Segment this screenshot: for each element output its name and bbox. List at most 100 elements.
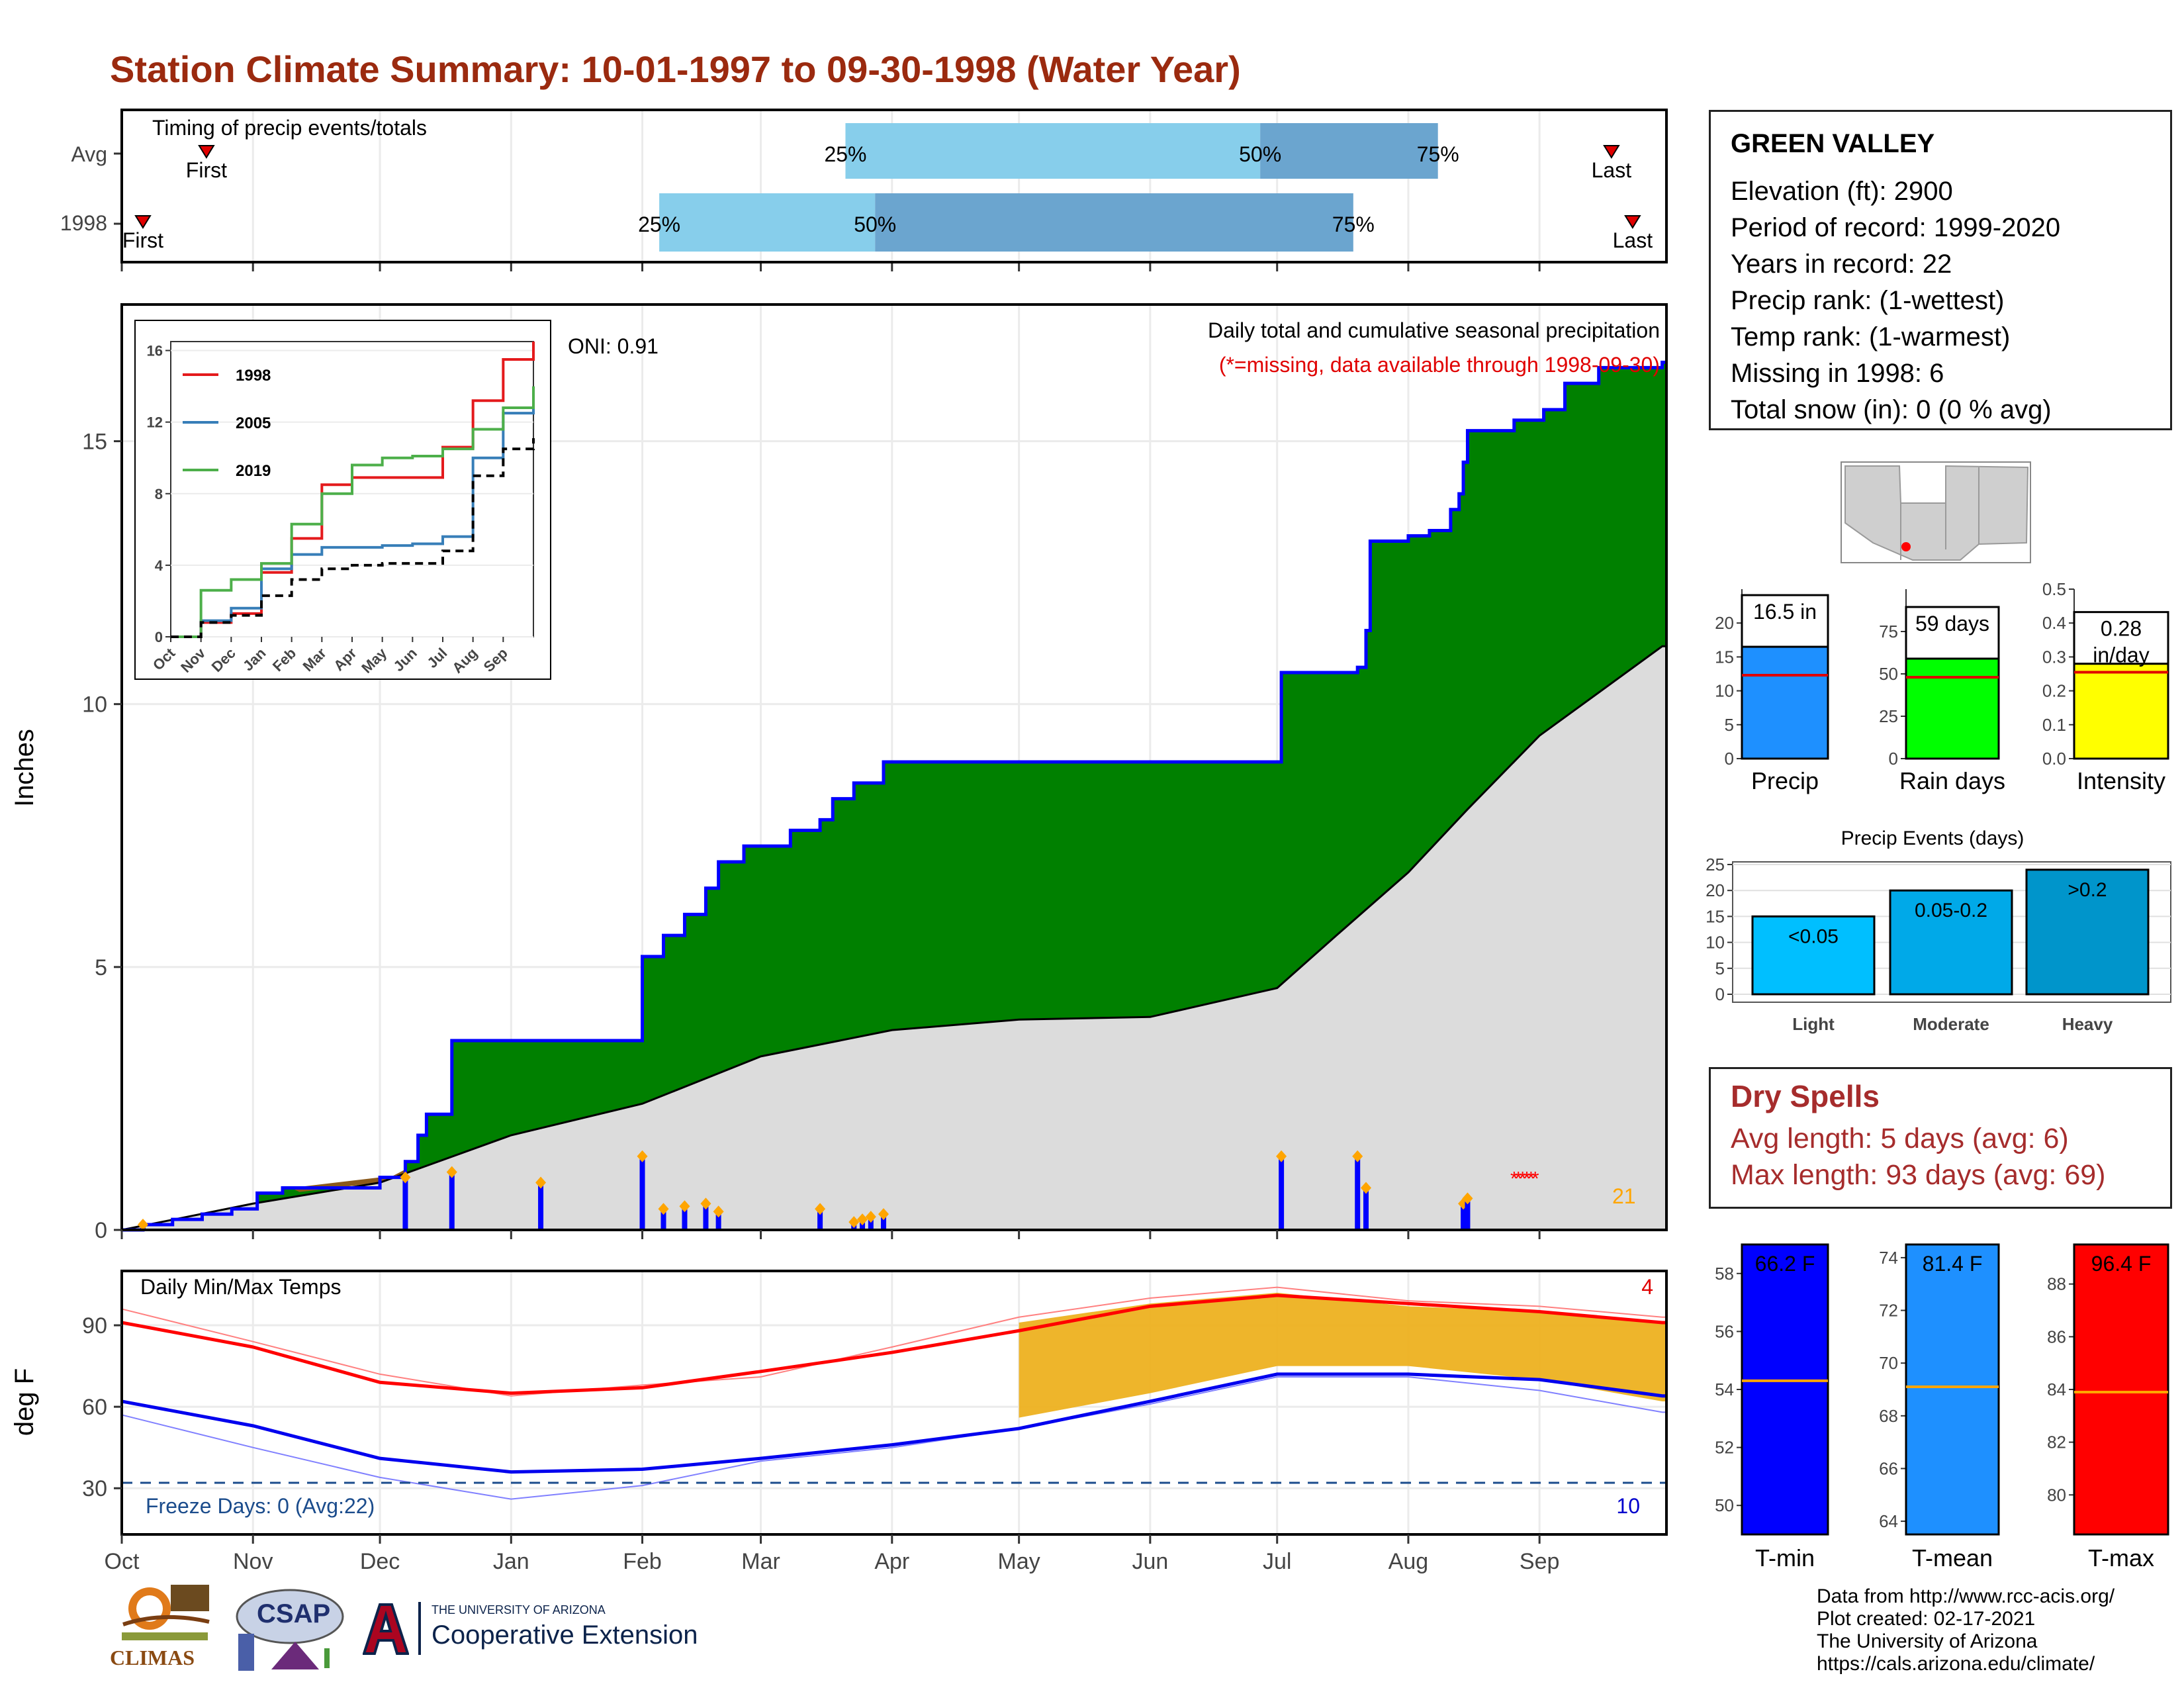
hot-count: 4: [1641, 1275, 1653, 1299]
summary-ytick-label: 0.4: [2042, 613, 2066, 633]
location-map: [1841, 461, 2031, 563]
credit-created: Plot created: 02-17-2021: [1817, 1608, 2036, 1630]
temp-summary-value: 81.4 F: [1923, 1252, 1983, 1276]
station-name: GREEN VALLEY: [1731, 129, 1935, 158]
timing-panel: 25% 50% 75% First Last 25% 50% 75% First Last Tim…: [60, 109, 1668, 271]
timing-bar-q25-q50: [845, 123, 1261, 179]
daily-precip-marker: [400, 1171, 411, 1184]
page-title: Station Climate Summary: 10-01-1997 to 0…: [110, 48, 1241, 90]
timing-first-marker: [198, 145, 215, 159]
inset-ytick-label: 4: [155, 557, 163, 574]
dry-spells-box: Dry Spells Avg length: 5 days (avg: 6) M…: [1709, 1067, 2172, 1209]
temp-label: Daily Min/Max Temps: [140, 1275, 341, 1299]
station-period: Period of record: 1999-2020: [1731, 213, 2061, 242]
temp-range-shading: [1019, 1292, 1666, 1418]
temp-summary-ytick-label: 82: [2047, 1432, 2066, 1452]
station-missing: Missing in 1998: 6: [1731, 359, 1944, 388]
events-bar-heavy: [2025, 868, 2150, 996]
daily-precip-bar: [868, 1217, 874, 1230]
summary-value-text: in/day: [2093, 643, 2149, 667]
daily-precip-bar: [1279, 1156, 1285, 1230]
ua-line2: Cooperative Extension: [432, 1620, 698, 1650]
temp-summary-value: 96.4 F: [2091, 1252, 2152, 1276]
oni-label: ONI: 0.91: [568, 334, 659, 358]
temp-summary-ytick-label: 66: [1879, 1458, 1898, 1478]
timing-row-year: 1998: [60, 211, 107, 235]
daily-precip-marker: [137, 1219, 148, 1231]
daily-precip-bar: [538, 1182, 544, 1230]
daily-precip-marker: [1352, 1150, 1363, 1162]
daily-precip-marker: [679, 1200, 690, 1213]
inset-series-2005: [171, 404, 535, 638]
temp-summary-bars: 50 52 54 56 58 66.2 F T-min 64 66 68 70 72 74 81.4 F T…: [1715, 1243, 2169, 1571]
credit-url: https://cals.arizona.edu/climate/: [1817, 1653, 2095, 1675]
missing-marker: *: [1527, 1168, 1535, 1190]
daily-precip-marker: [1276, 1150, 1287, 1162]
timing-first-marker: [134, 215, 152, 229]
csap-logo: CSAP: [232, 1587, 347, 1677]
temp-1998-max-line: [121, 1286, 1666, 1397]
month-label: Sep: [1520, 1549, 1560, 1574]
inset-legend-label: 1998: [236, 367, 271, 385]
summary-ytick-label: 0.2: [2042, 681, 2066, 701]
summary-bar-precip: [1741, 645, 1829, 760]
temp-summary-bar-t-min: [1741, 1243, 1829, 1536]
dry-spells-title: Dry Spells: [1731, 1079, 1880, 1113]
daily-precip-bar: [1465, 1198, 1471, 1230]
summary-ytick-label: 20: [1715, 613, 1734, 633]
temp-summary-value: 66.2 F: [1755, 1252, 1815, 1276]
month-label: Mar: [741, 1549, 780, 1574]
inset-series-2019: [171, 386, 535, 638]
summary-ytick-label: 0.1: [2042, 715, 2066, 735]
summary-bar-label: Intensity: [2077, 767, 2165, 794]
temp-panel: 30 60 90 Daily Min/Max Temps Freeze Days: …: [10, 1270, 1668, 1574]
daily-precip-marker: [446, 1166, 457, 1178]
inset-ytick-label: 12: [147, 414, 163, 431]
daily-precip-marker: [658, 1203, 669, 1215]
climas-logo: CLIMAS: [110, 1585, 216, 1672]
month-label: May: [998, 1549, 1040, 1574]
daily-precip-marker: [637, 1150, 648, 1162]
temp-summary-label: T-max: [2088, 1544, 2154, 1571]
temp-summary-ytick-label: 88: [2047, 1274, 2066, 1294]
precip-ytick-label: 5: [95, 955, 107, 980]
timing-q50-label: 50%: [854, 212, 896, 236]
daily-precip-bar: [703, 1203, 709, 1230]
ua-divider: [418, 1602, 421, 1655]
inset-ytick-label: 16: [147, 343, 163, 359]
daily-precip-bar: [715, 1211, 721, 1230]
temp-summary-ytick-label: 72: [1879, 1301, 1898, 1321]
precip-events-chart: Precip Events (days) 0 5 10 15 20 25 <0.05 Ligh…: [1706, 827, 2171, 1034]
timing-q25-label: 25%: [824, 142, 866, 166]
events-ytick-label: 25: [1706, 855, 1725, 874]
events-category-label: Moderate: [1913, 1014, 1989, 1034]
credit-source: Data from http://www.rcc-acis.org/: [1817, 1585, 2115, 1607]
ua-logo: [362, 1602, 410, 1655]
summary-ytick-label: 0: [1889, 749, 1898, 769]
events-ytick-label: 15: [1706, 906, 1725, 926]
missing-marker: *: [1523, 1168, 1531, 1190]
month-label: Feb: [623, 1549, 662, 1574]
summary-ytick-label: 15: [1715, 647, 1734, 667]
daily-precip-marker: [848, 1216, 860, 1229]
daily-precip-marker: [1360, 1182, 1371, 1194]
summary-ytick-label: 10: [1715, 681, 1734, 701]
events-bar-light: [1751, 915, 1876, 996]
temp-summary-label: T-mean: [1912, 1544, 1993, 1571]
daily-precip-bar: [1461, 1203, 1467, 1230]
station-location-marker: [1901, 542, 1911, 551]
summary-value-box: [2073, 611, 2169, 665]
daily-precip-marker: [865, 1211, 876, 1223]
rain-count: 21: [1612, 1184, 1636, 1208]
summary-ytick-label: 0: [1725, 749, 1734, 769]
summary-ytick-label: 0.0: [2042, 749, 2066, 769]
credits: Data from http://www.rcc-acis.org/ Plot …: [1817, 1585, 2115, 1675]
station-temp-rank: Temp rank: (1-warmest): [1731, 322, 2011, 352]
events-ytick-label: 10: [1706, 933, 1725, 953]
summary-bar-rain-days: [1905, 657, 2000, 760]
summary-bar-intensity: [2073, 663, 2169, 760]
dry-spells-avg: Avg length: 5 days (avg: 6): [1731, 1123, 2069, 1154]
timing-q75-label: 75%: [1417, 142, 1459, 166]
events-bar-label: 0.05-0.2: [1915, 900, 1987, 921]
timing-q75-label: 75%: [1332, 212, 1375, 236]
